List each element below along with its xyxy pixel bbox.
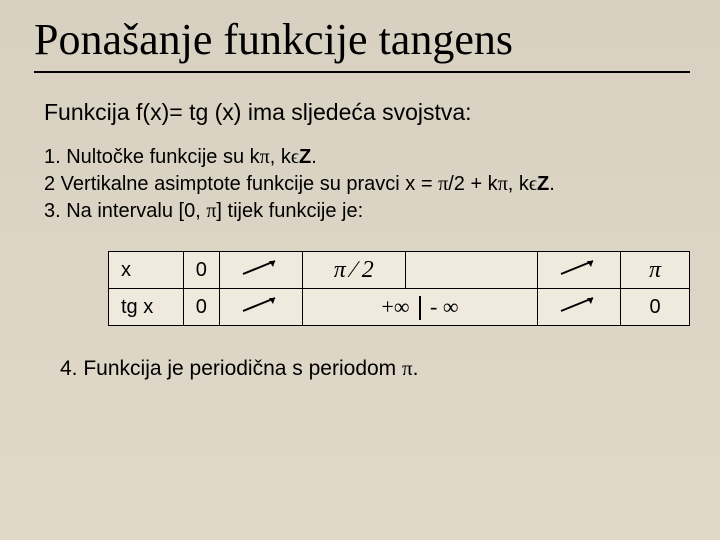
slide-title: Ponašanje funkcije tangens bbox=[34, 14, 690, 65]
cell-infinities: +∞ - ∞ bbox=[303, 289, 538, 326]
table-row: x 0 π ∕ 2 π bbox=[109, 252, 690, 289]
list-item-2: 2 Vertikalne asimptote funkcije su pravc… bbox=[44, 171, 690, 198]
list-item-3: 3. Na intervalu [0, π] tijek funkcije je… bbox=[44, 198, 690, 225]
arrow-up-icon bbox=[239, 257, 283, 277]
cell-arrow bbox=[537, 289, 620, 326]
cell-empty bbox=[405, 252, 537, 289]
cell-pi: π bbox=[621, 252, 690, 289]
divider-icon bbox=[419, 296, 421, 320]
arrow-up-icon bbox=[557, 294, 601, 314]
cell-pi-over-2: π ∕ 2 bbox=[303, 252, 406, 289]
table-row: tg x 0 +∞ - ∞ 0 bbox=[109, 289, 690, 326]
slide-container: Ponašanje funkcije tangens Funkcija f(x)… bbox=[0, 0, 720, 401]
cell-tgx-0: 0 bbox=[183, 289, 219, 326]
arrow-up-icon bbox=[557, 257, 601, 277]
list-item-4: 4. Funkcija je periodična s periodom π. bbox=[60, 356, 690, 381]
cell-arrow bbox=[219, 289, 302, 326]
cell-x-0: 0 bbox=[183, 252, 219, 289]
title-rule bbox=[34, 71, 690, 73]
subtitle: Funkcija f(x)= tg (x) ima sljedeća svojs… bbox=[44, 99, 690, 126]
properties-list: 1. Nultočke funkcije su kπ, kϵZ. 2 Verti… bbox=[44, 144, 690, 225]
list-item-1: 1. Nultočke funkcije su kπ, kϵZ. bbox=[44, 144, 690, 171]
arrow-up-icon bbox=[239, 294, 283, 314]
cell-arrow bbox=[219, 252, 302, 289]
cell-arrow bbox=[537, 252, 620, 289]
cell-tgx-pi: 0 bbox=[621, 289, 690, 326]
row-label-tgx: tg x bbox=[109, 289, 184, 326]
behavior-table: x 0 π ∕ 2 π tg x 0 bbox=[108, 251, 690, 326]
row-label-x: x bbox=[109, 252, 184, 289]
